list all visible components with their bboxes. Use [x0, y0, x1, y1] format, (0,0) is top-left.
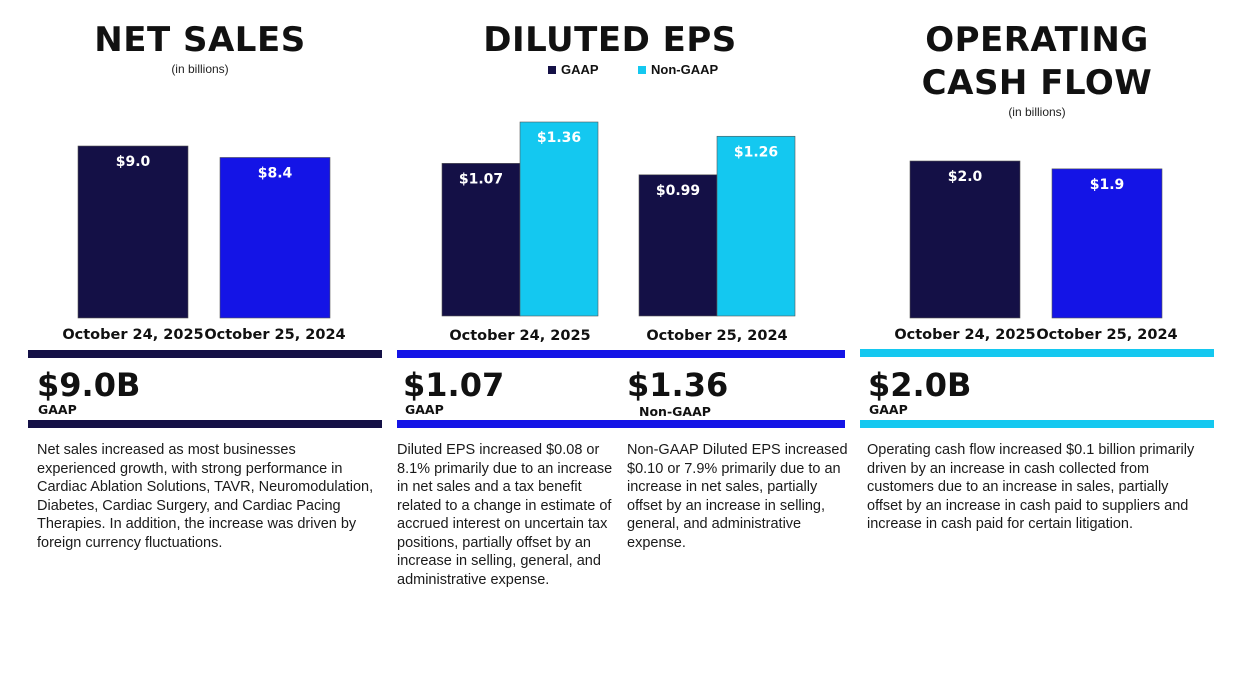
cash-flow-bottom-rule — [860, 420, 1214, 428]
eps-bottom-rule — [397, 420, 845, 428]
net-sales-category-label-1: October 24, 2025 — [62, 327, 203, 343]
cash-flow-headline-value: $2.0B — [868, 366, 972, 404]
net-sales-subtitle: (in billions) — [171, 62, 229, 76]
net-sales-headline-tag: GAAP — [38, 402, 77, 417]
eps-gaap-headline-tag: GAAP — [405, 402, 444, 417]
eps-nongaap-description: Non-GAAP Diluted EPS increased $0.10 or … — [627, 442, 848, 551]
net-sales-title: NET SALES — [94, 20, 306, 60]
cash-flow-description: Operating cash flow increased $0.1 billi… — [867, 442, 1195, 532]
eps-title: DILUTED EPS — [483, 20, 737, 60]
net-sales-category-label-2: October 25, 2024 — [204, 327, 345, 343]
eps-legend-gaap-label: GAAP — [561, 62, 599, 77]
net-sales-description: Net sales increased as most businesses e… — [37, 442, 374, 551]
eps-legend-nongaap-label: Non-GAAP — [651, 62, 719, 77]
net-sales-bar-2 — [219, 157, 331, 319]
eps-bar-label-nongaap-2: $1.26 — [734, 144, 778, 160]
cash-flow-title-line2: CASH FLOW — [921, 63, 1153, 103]
cash-flow-bar-1 — [909, 160, 1021, 319]
eps-category-label-1: October 24, 2025 — [449, 328, 590, 344]
cash-flow-top-rule — [860, 349, 1214, 357]
net-sales-bar-label-2: $8.4 — [258, 165, 293, 181]
net-sales-bottom-rule — [28, 420, 382, 428]
cash-flow-bar-2 — [1051, 168, 1163, 319]
cash-flow-chart: $2.0 October 24, 2025 $1.9 October 25, 2024 — [894, 160, 1178, 343]
net-sales-bar-1 — [77, 145, 189, 319]
cash-flow-bar-label-2: $1.9 — [1090, 177, 1125, 193]
eps-nongaap-headline-value: $1.36 — [627, 366, 729, 404]
eps-category-label-2: October 25, 2024 — [646, 328, 787, 344]
nongaap-swatch-icon — [638, 65, 646, 74]
eps-bar-label-gaap-2: $0.99 — [656, 183, 700, 199]
eps-gaap-headline-value: $1.07 — [403, 366, 505, 404]
eps-top-rule — [397, 350, 845, 358]
gaap-swatch-icon — [548, 65, 556, 74]
net-sales-chart: $9.0 October 24, 2025 $8.4 October 25, 2024 — [62, 145, 346, 343]
cash-flow-category-label-2: October 25, 2024 — [1036, 327, 1177, 343]
eps-legend-gaap: GAAP — [548, 62, 599, 77]
cash-flow-subtitle: (in billions) — [1008, 105, 1066, 119]
eps-chart: $1.07 $1.36 October 24, 2025 $0.99 $1.26 Octo… — [441, 121, 796, 344]
eps-gaap-description: Diluted EPS increased $0.08 or 8.1% prim… — [397, 442, 613, 588]
cash-flow-category-label-1: October 24, 2025 — [894, 327, 1035, 343]
cash-flow-title-line1: OPERATING — [925, 20, 1149, 60]
net-sales-headline-value: $9.0B — [37, 366, 141, 404]
eps-bar-gaap-2 — [638, 174, 718, 317]
cash-flow-headline-tag: GAAP — [869, 402, 908, 417]
eps-legend-nongaap: Non-GAAP — [638, 62, 718, 77]
eps-nongaap-headline-tag: Non-GAAP — [639, 404, 711, 419]
net-sales-top-rule — [28, 350, 382, 358]
eps-bar-label-gaap-1: $1.07 — [459, 171, 503, 187]
net-sales-bar-label-1: $9.0 — [116, 154, 151, 170]
eps-bar-nongaap-1 — [519, 121, 599, 317]
cash-flow-bar-label-1: $2.0 — [948, 169, 983, 185]
eps-bar-gaap-1 — [441, 163, 521, 317]
eps-bar-nongaap-2 — [716, 135, 796, 317]
eps-bar-label-nongaap-1: $1.36 — [537, 130, 581, 146]
